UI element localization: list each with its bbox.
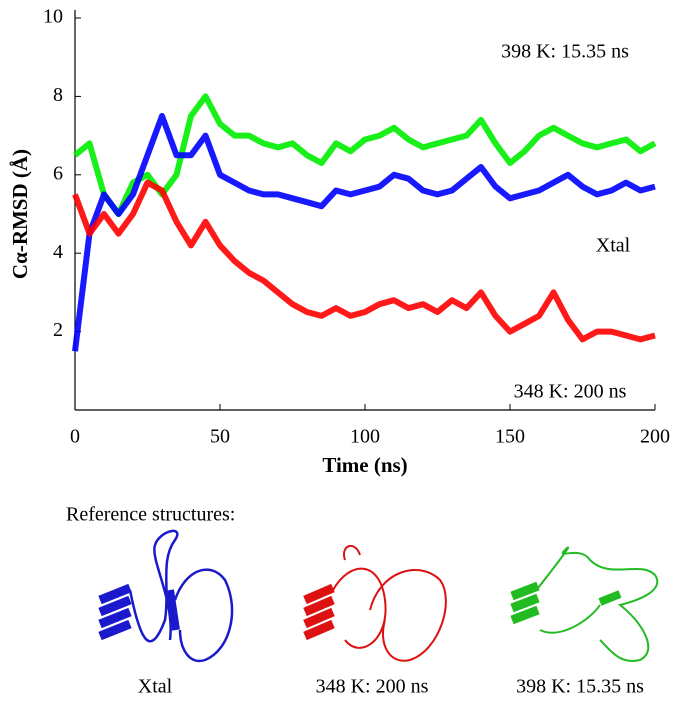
structure-xtal (98, 529, 234, 663)
structure-398k (510, 546, 659, 662)
structure-label: 348 K: 200 ns (316, 676, 429, 698)
series-line (72, 179, 656, 343)
series-line (72, 113, 656, 352)
y-tick-label: 4 (53, 241, 63, 263)
series-label: 398 K: 15.35 ns (501, 41, 629, 63)
y-tick-label: 2 (53, 319, 63, 341)
x-tick-label: 200 (640, 426, 670, 448)
x-tick-label: 0 (70, 426, 80, 448)
structure-348k (303, 545, 447, 662)
structure-label: 398 K: 15.35 ns (516, 676, 644, 698)
y-tick-label: 8 (53, 84, 63, 106)
x-tick-label: 150 (495, 426, 525, 448)
series-label: Xtal (596, 235, 631, 257)
x-axis-label: Time (ns) (322, 453, 407, 477)
reference-title: Reference structures: (66, 504, 235, 526)
series-line (73, 93, 657, 217)
x-tick-label: 50 (210, 426, 230, 448)
series-label: 348 K: 200 ns (514, 381, 627, 403)
structure-label: Xtal (138, 676, 173, 698)
y-axis-label: Cα-RMSD (Å) (8, 149, 32, 279)
y-tick-label: 10 (43, 6, 63, 28)
x-tick-label: 100 (350, 426, 380, 448)
y-tick-label: 6 (53, 162, 63, 184)
